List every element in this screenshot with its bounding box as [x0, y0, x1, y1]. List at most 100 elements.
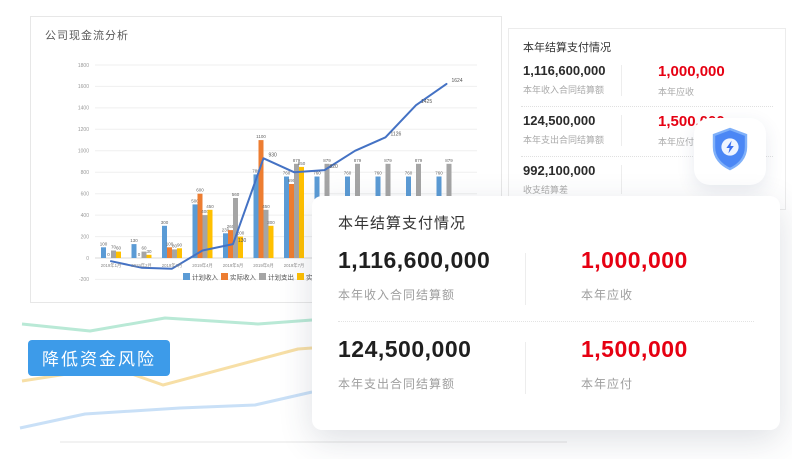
svg-text:2019年3月: 2019年3月 [162, 262, 183, 269]
settlement-popup-card: 本年结算支付情况 1,116,600,000 本年收入合同结算额 1,000,0… [312, 196, 780, 430]
summary-panel-title: 本年结算支付情况 [523, 42, 611, 54]
svg-text:600: 600 [196, 188, 204, 193]
income-settlement-label: 本年收入合同结算额 [523, 85, 605, 95]
svg-text:879: 879 [384, 158, 392, 163]
popup-expense-settlement-label: 本年支出合同结算额 [338, 377, 456, 391]
svg-text:1200: 1200 [78, 127, 89, 133]
receivable-label: 本年应收 [658, 87, 695, 97]
svg-text:2019年6月: 2019年6月 [253, 262, 274, 269]
svg-text:计划支出: 计划支出 [268, 273, 294, 282]
svg-text:800: 800 [81, 170, 90, 176]
svg-text:1600: 1600 [78, 84, 89, 90]
column-divider [621, 165, 622, 194]
security-shield-card [694, 118, 766, 185]
column-divider [621, 65, 622, 96]
payable-label: 本年应付 [658, 137, 695, 147]
svg-text:760: 760 [344, 171, 352, 176]
svg-text:90: 90 [177, 242, 183, 247]
svg-text:2019年5月: 2019年5月 [223, 262, 244, 269]
column-divider [525, 342, 526, 394]
svg-text:80: 80 [172, 243, 178, 248]
svg-text:400: 400 [81, 213, 90, 219]
popup-row-income: 1,116,600,000 本年收入合同结算额 1,000,000 本年应收 [312, 233, 780, 305]
svg-text:300: 300 [267, 220, 275, 225]
dotted-separator [338, 321, 754, 322]
balance-value: 992,100,000 [523, 163, 596, 178]
svg-text:1000: 1000 [78, 149, 89, 155]
popup-payable-label: 本年应付 [581, 377, 634, 391]
svg-text:70: 70 [111, 245, 117, 250]
svg-text:2019年2月: 2019年2月 [131, 262, 152, 269]
svg-text:2019年1月: 2019年1月 [101, 262, 122, 269]
svg-text:760: 760 [283, 171, 291, 176]
svg-text:850: 850 [298, 161, 306, 166]
svg-text:1425: 1425 [421, 99, 432, 105]
svg-text:500: 500 [191, 198, 199, 203]
svg-text:230: 230 [222, 227, 230, 232]
popup-income-settlement-value: 1,116,600,000 [338, 247, 491, 273]
svg-text:200: 200 [237, 231, 245, 236]
svg-text:780: 780 [252, 168, 260, 173]
svg-text:760: 760 [405, 171, 413, 176]
svg-text:879: 879 [354, 158, 362, 163]
svg-text:879: 879 [323, 158, 331, 163]
expense-settlement-value: 124,500,000 [523, 113, 596, 128]
svg-text:690: 690 [288, 178, 296, 183]
svg-text:300: 300 [161, 220, 169, 225]
balance-label: 收支结算差 [523, 185, 569, 195]
svg-text:60: 60 [116, 246, 122, 251]
svg-text:760: 760 [374, 171, 382, 176]
svg-text:200: 200 [81, 234, 90, 240]
svg-text:1100: 1100 [256, 134, 266, 139]
svg-text:400: 400 [201, 209, 209, 214]
svg-text:879: 879 [445, 158, 453, 163]
popup-title: 本年结算支付情况 [338, 215, 467, 232]
expense-settlement-label: 本年支出合同结算额 [523, 135, 605, 145]
popup-payable-value: 1,500,000 [581, 336, 688, 362]
svg-text:1800: 1800 [78, 63, 89, 69]
svg-text:930: 930 [269, 152, 278, 158]
column-divider [621, 115, 622, 146]
svg-text:0: 0 [86, 256, 89, 262]
svg-text:-200: -200 [79, 277, 89, 283]
popup-income-settlement-label: 本年收入合同结算额 [338, 288, 456, 302]
svg-text:760: 760 [313, 171, 321, 176]
svg-text:0: 0 [138, 252, 141, 257]
popup-expense-settlement-value: 124,500,000 [338, 336, 472, 362]
svg-text:60: 60 [141, 246, 147, 251]
summary-row-income: 1,116,600,000 本年收入合同结算额 1,000,000 本年应收 [509, 57, 785, 102]
popup-receivable-label: 本年应收 [581, 288, 634, 302]
svg-text:30: 30 [146, 249, 152, 254]
bg-line-teal [21, 316, 313, 333]
svg-text:760: 760 [435, 171, 443, 176]
receivable-value: 1,000,000 [658, 63, 725, 80]
cashflow-card-title: 公司现金流分析 [45, 30, 129, 42]
svg-text:100: 100 [100, 241, 108, 246]
svg-text:600: 600 [81, 192, 90, 198]
svg-text:130: 130 [238, 238, 247, 244]
svg-text:0: 0 [107, 252, 110, 257]
reduce-risk-badge[interactable]: 降低资金风险 [28, 340, 170, 376]
svg-text:560: 560 [232, 192, 240, 197]
bg-line-blue [19, 390, 313, 430]
svg-text:820: 820 [330, 164, 339, 170]
svg-text:2019年7月: 2019年7月 [284, 262, 305, 269]
svg-text:879: 879 [415, 158, 423, 163]
svg-text:450: 450 [206, 204, 214, 209]
svg-text:2019年4月: 2019年4月 [192, 262, 213, 269]
svg-text:450: 450 [262, 204, 270, 209]
column-divider [525, 253, 526, 305]
svg-text:1126: 1126 [391, 131, 402, 137]
svg-text:260: 260 [227, 224, 235, 229]
svg-text:100: 100 [166, 241, 174, 246]
svg-text:1400: 1400 [78, 106, 89, 112]
svg-text:计划收入: 计划收入 [192, 273, 219, 282]
summary-row-expense: 124,500,000 本年支出合同结算额 1,500,000 本年应付 [509, 107, 785, 152]
svg-text:879: 879 [293, 158, 301, 163]
popup-receivable-value: 1,000,000 [581, 247, 688, 273]
svg-text:130: 130 [130, 238, 138, 243]
dotted-separator [521, 106, 773, 107]
shield-lightning-icon [710, 127, 750, 176]
popup-row-expense: 124,500,000 本年支出合同结算额 1,500,000 本年应付 [312, 322, 780, 394]
summary-row-balance: 992,100,000 收支结算差 [509, 157, 785, 200]
